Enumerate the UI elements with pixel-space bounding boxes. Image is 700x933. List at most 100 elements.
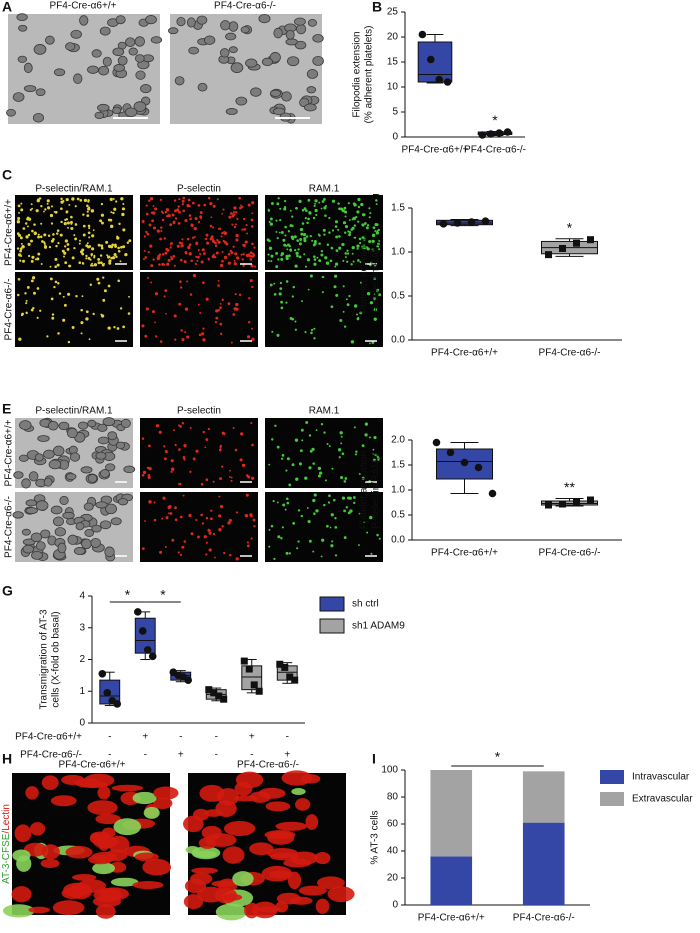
dot xyxy=(361,223,365,227)
dot xyxy=(100,213,105,217)
dot xyxy=(145,307,149,311)
dot xyxy=(311,239,314,242)
dot xyxy=(62,318,66,322)
cell xyxy=(57,542,67,554)
data-point xyxy=(439,220,448,228)
dot xyxy=(372,458,376,462)
dot xyxy=(41,240,44,243)
bar-segment xyxy=(522,822,565,905)
cell xyxy=(33,44,47,55)
cell xyxy=(110,517,122,526)
dot xyxy=(74,205,77,208)
dot xyxy=(145,204,148,207)
dot xyxy=(207,258,210,261)
significance-label: * xyxy=(160,587,166,603)
cell xyxy=(97,103,110,112)
panel-label: B xyxy=(372,0,382,15)
cell xyxy=(54,527,66,537)
cell xyxy=(91,49,102,58)
condition-value: - xyxy=(179,732,182,743)
dot xyxy=(279,207,282,210)
dot xyxy=(249,258,253,261)
dot xyxy=(25,311,28,315)
cell xyxy=(35,500,49,511)
dot xyxy=(145,212,149,216)
dot xyxy=(154,207,158,211)
dot xyxy=(295,477,299,481)
dot xyxy=(323,233,326,236)
dot xyxy=(173,314,177,318)
y-axis-label: % AT-3 cells xyxy=(370,810,381,864)
dot xyxy=(312,550,315,553)
dot xyxy=(299,449,303,453)
dot xyxy=(339,319,343,322)
cell xyxy=(102,56,112,67)
y-tick-label: 2 xyxy=(79,654,85,665)
dot xyxy=(219,444,223,448)
micrograph xyxy=(13,417,136,489)
micrograph xyxy=(183,770,355,921)
dot xyxy=(315,213,318,217)
dot xyxy=(151,219,155,223)
cell xyxy=(84,528,95,537)
dot xyxy=(71,326,75,329)
dot xyxy=(324,256,328,260)
dot xyxy=(253,524,256,528)
dot xyxy=(330,305,334,309)
dot xyxy=(375,289,379,293)
dot xyxy=(341,496,346,500)
dot xyxy=(358,512,361,515)
cell xyxy=(145,15,157,25)
dot xyxy=(268,246,273,250)
cell xyxy=(261,57,273,67)
tissue xyxy=(142,858,172,876)
dot xyxy=(221,212,224,215)
dot xyxy=(74,223,78,226)
dot xyxy=(54,265,58,269)
dot xyxy=(79,250,84,254)
dot xyxy=(82,233,86,237)
data-point xyxy=(488,489,497,498)
dot xyxy=(353,304,358,308)
dot xyxy=(280,537,283,540)
dot xyxy=(107,326,111,330)
dot xyxy=(88,227,91,230)
dot xyxy=(141,473,145,477)
cell xyxy=(87,474,98,483)
dot xyxy=(346,252,350,255)
dot xyxy=(334,274,338,278)
dot xyxy=(368,216,371,219)
cell xyxy=(12,92,25,102)
dot xyxy=(91,262,94,265)
y-tick-label: 5 xyxy=(392,107,398,118)
dot xyxy=(193,226,197,231)
dot xyxy=(89,264,93,267)
dot xyxy=(238,196,242,200)
dot xyxy=(97,243,101,247)
dot xyxy=(218,528,222,532)
dot xyxy=(109,218,113,222)
cell xyxy=(219,48,230,58)
dot xyxy=(31,229,34,233)
dot xyxy=(250,225,254,228)
dot xyxy=(217,279,220,282)
dot xyxy=(319,471,323,475)
dot xyxy=(30,308,34,312)
dot xyxy=(301,222,305,225)
dot xyxy=(297,540,300,543)
dot xyxy=(183,444,187,448)
dot xyxy=(343,480,347,483)
dot xyxy=(247,320,251,324)
dot xyxy=(87,231,91,235)
column-title: RAM.1 xyxy=(309,406,340,417)
dot xyxy=(323,197,326,201)
dot xyxy=(21,312,24,316)
dot xyxy=(164,210,167,214)
dot xyxy=(182,196,186,200)
dot xyxy=(179,280,182,283)
dot xyxy=(247,203,251,207)
dot xyxy=(230,479,233,482)
dot xyxy=(36,287,40,290)
dot xyxy=(192,273,197,278)
dot xyxy=(85,254,88,258)
